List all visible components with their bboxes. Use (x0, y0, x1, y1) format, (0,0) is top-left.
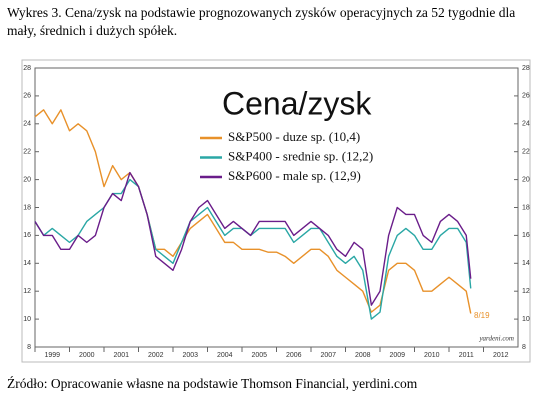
x-tick-label: 1999 (44, 352, 60, 359)
y2-tick-label: 20 (522, 176, 530, 183)
y2-tick-label: 22 (522, 149, 530, 156)
y-tick-label: 22 (23, 149, 31, 156)
x-tick-label: 2007 (320, 352, 336, 359)
caption: Wykres 3. Cena/zysk na podstawie prognoz… (7, 5, 516, 38)
x-tick-label: 2011 (459, 352, 474, 359)
chart-title: Cena/zysk (222, 85, 372, 121)
y-tick-label: 10 (23, 316, 31, 323)
x-tick-label: 2000 (79, 352, 95, 359)
y2-tick-label: 8 (522, 344, 526, 351)
legend-label: S&P400 - srednie sp. (12,2) (228, 148, 373, 163)
series-line (34, 171, 472, 306)
y-tick-label: 8 (27, 344, 31, 351)
x-tick-label: 2001 (113, 352, 129, 359)
y-tick-label: 12 (23, 288, 31, 295)
x-tick-label: 2006 (286, 352, 302, 359)
y2-tick-label: 18 (522, 204, 530, 211)
y2-tick-label: 10 (522, 316, 530, 323)
x-tick-label: 2008 (355, 352, 371, 359)
x-tick-label: 2003 (182, 352, 198, 359)
y-tick-label: 18 (23, 204, 31, 211)
y2-tick-label: 14 (522, 260, 530, 267)
source-note: Źródło: Opracowanie własne na podstawie … (7, 376, 418, 391)
x-tick-label: 2012 (493, 352, 509, 359)
y2-tick-label: 28 (522, 65, 530, 72)
x-tick-label: 2005 (251, 352, 267, 359)
x-tick-label: 2004 (217, 352, 233, 359)
y2-tick-label: 12 (522, 288, 530, 295)
x-tick-label: 2009 (389, 352, 405, 359)
y-tick-label: 16 (23, 232, 31, 239)
y2-tick-label: 24 (522, 121, 530, 128)
annotation: yardeni.com (478, 335, 514, 343)
y-tick-label: 14 (23, 260, 31, 267)
y2-tick-label: 16 (522, 232, 530, 239)
y2-tick-label: 26 (522, 93, 530, 100)
x-tick-label: 2010 (424, 352, 440, 359)
y-tick-label: 28 (23, 65, 31, 72)
x-tick-label: 2002 (148, 352, 164, 359)
annotation: 8/19 (474, 311, 490, 320)
y-tick-label: 26 (23, 93, 31, 100)
y-tick-label: 20 (23, 176, 31, 183)
series-line (34, 109, 472, 314)
legend-label: S&P500 - duze sp. (10,4) (228, 129, 360, 144)
y-tick-label: 24 (23, 121, 31, 128)
legend-label: S&P600 - male sp. (12,9) (228, 168, 361, 183)
